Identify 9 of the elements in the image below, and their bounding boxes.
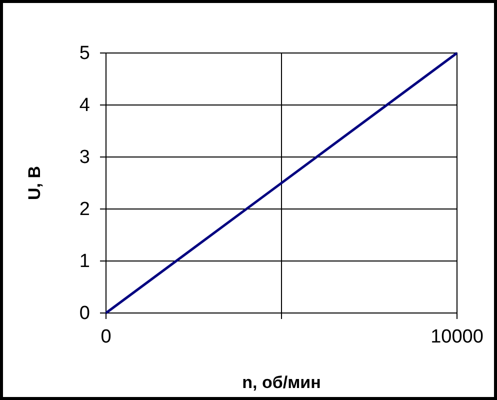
y-tick-label: 0 bbox=[79, 303, 90, 324]
y-axis-title: U, B bbox=[25, 166, 44, 200]
y-tick-label: 1 bbox=[79, 251, 90, 272]
y-tick-label: 5 bbox=[79, 43, 90, 64]
y-tick-label: 4 bbox=[79, 95, 90, 116]
x-tick-label: 10000 bbox=[430, 326, 484, 348]
y-tick-label: 2 bbox=[79, 199, 90, 220]
x-axis-title: n, об/мин bbox=[242, 373, 321, 392]
y-tick-label: 3 bbox=[79, 147, 90, 168]
